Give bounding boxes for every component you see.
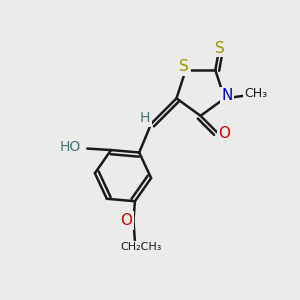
Text: CH₃: CH₃ (244, 87, 267, 101)
Text: S: S (215, 40, 225, 56)
Text: O: O (120, 213, 132, 228)
Text: CH₂CH₃: CH₂CH₃ (120, 242, 162, 252)
Text: HO: HO (60, 140, 81, 154)
Text: O: O (218, 126, 230, 141)
Text: N: N (221, 88, 232, 104)
Text: H: H (140, 111, 150, 125)
Text: S: S (179, 59, 189, 74)
